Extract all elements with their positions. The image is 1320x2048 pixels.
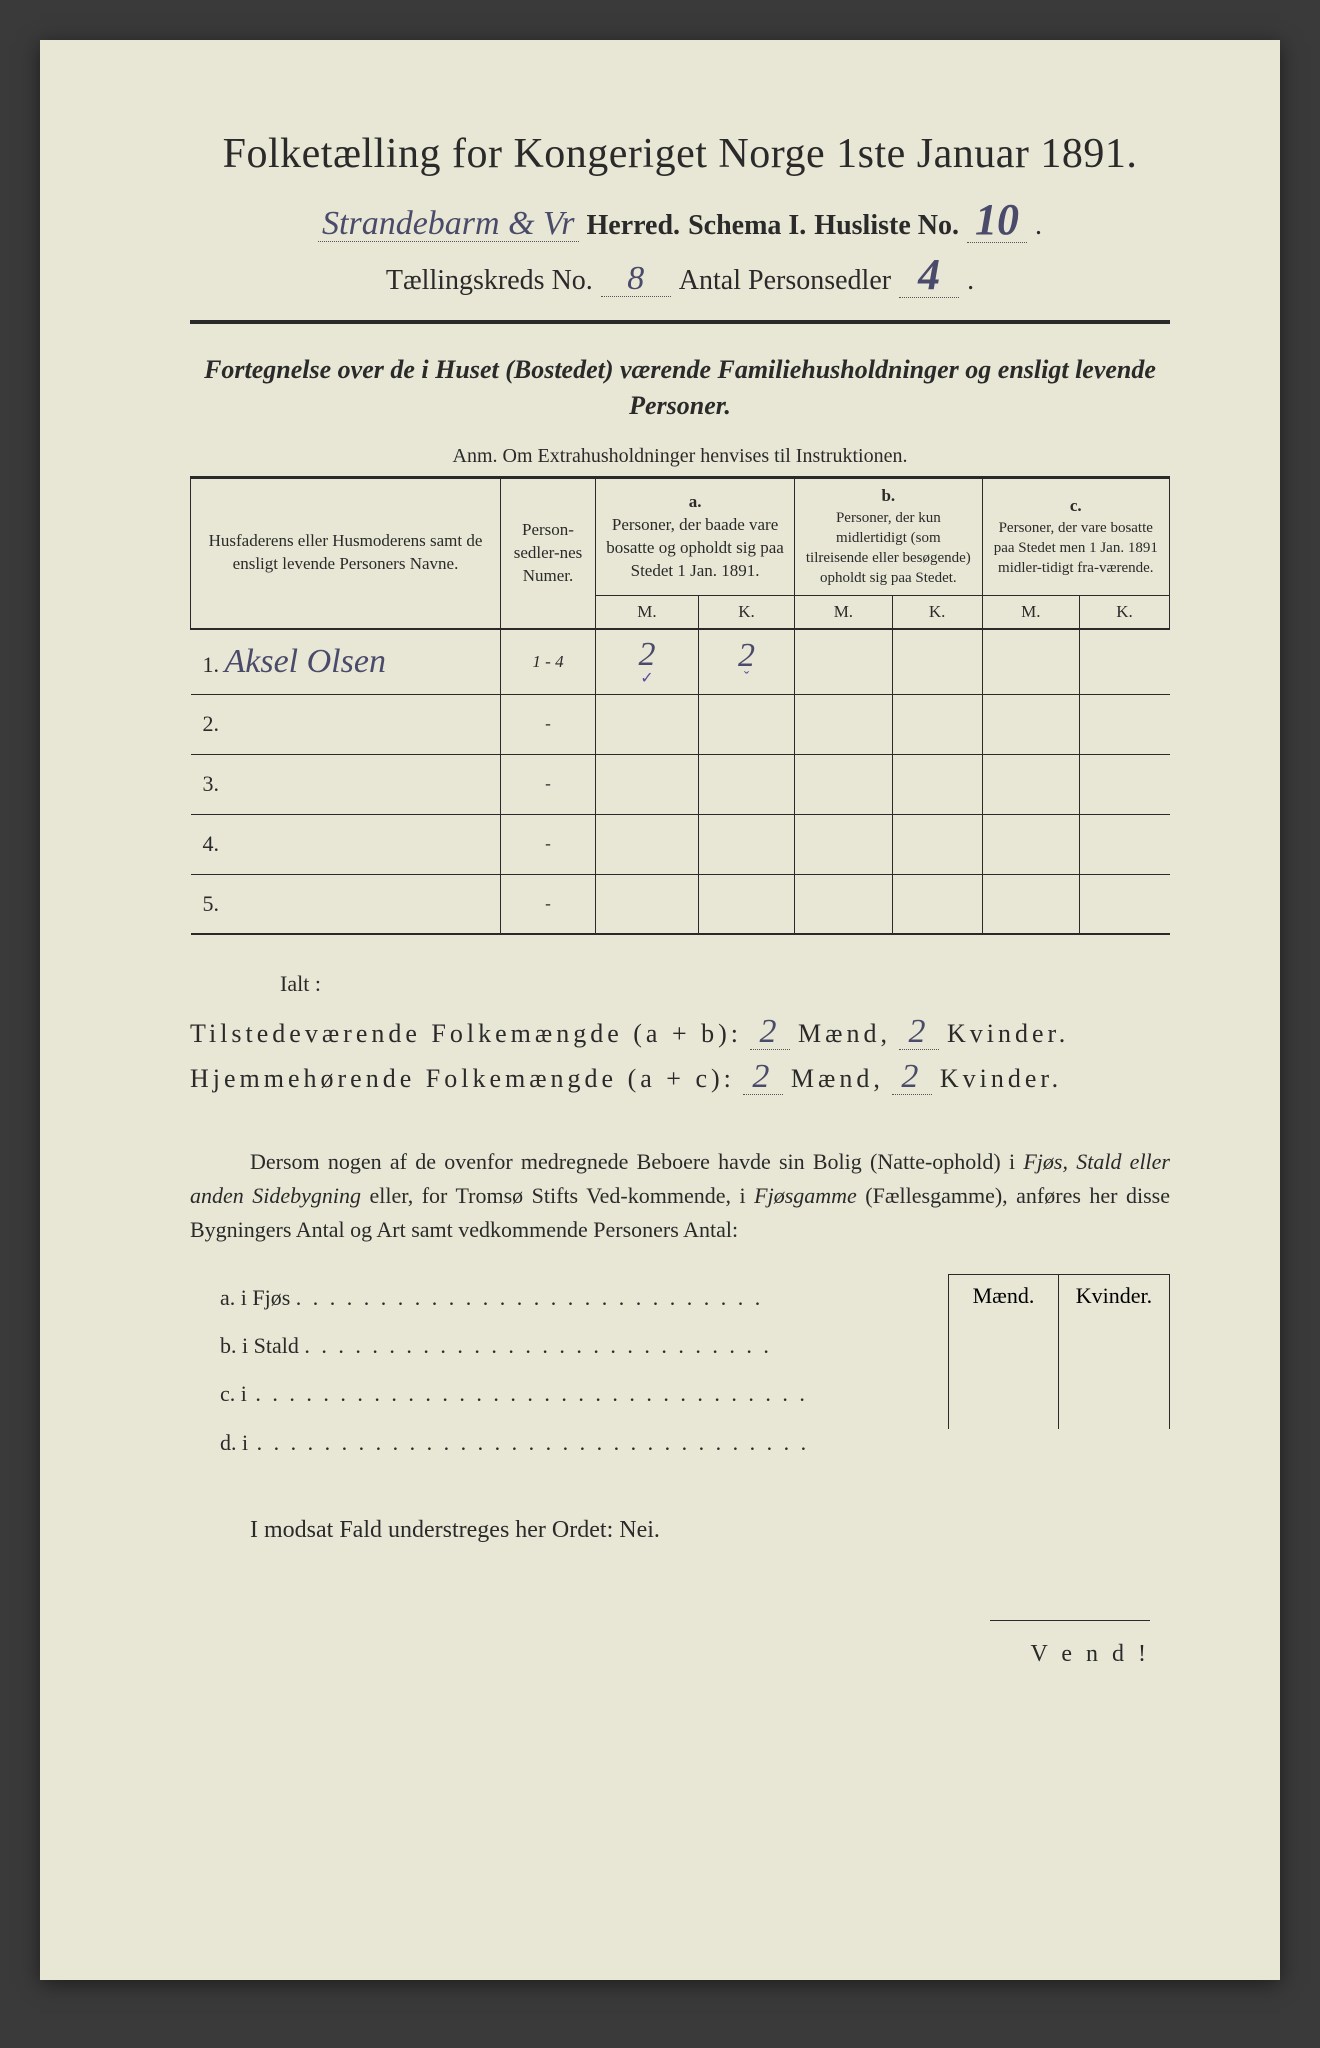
- page-title: Folketælling for Kongeriget Norge 1ste J…: [190, 130, 1170, 178]
- col-a-k: K.: [698, 595, 794, 629]
- ialt-label: Ialt :: [280, 971, 1170, 997]
- col-b-m: M.: [795, 595, 893, 629]
- husliste-label: Husliste No.: [814, 210, 959, 242]
- header-row-2: Tællingskreds No. 8 Antal Personsedler 4…: [190, 253, 1170, 298]
- col-c-m: M.: [982, 595, 1080, 629]
- kreds-no: 8: [601, 262, 671, 297]
- kvinder-col: Kvinder.: [1059, 1275, 1169, 1429]
- anm-note: Anm. Om Extrahusholdninger henvises til …: [190, 445, 1170, 468]
- col-a-m: M.: [596, 595, 699, 629]
- herred-handwritten: Strandebarm & Vr: [318, 207, 578, 242]
- kreds-label: Tællingskreds No.: [386, 265, 593, 297]
- col-b-k: K.: [892, 595, 982, 629]
- table-row: 1. Aksel Olsen 1 - 4 2✓ 2ˇ: [191, 629, 1170, 695]
- household-table: Husfaderens eller Husmoderens samt de en…: [190, 476, 1170, 935]
- subtitle: Fortegnelse over de i Huset (Bostedet) v…: [190, 352, 1170, 425]
- col-b-header: b. Personer, der kun midlertidigt (som t…: [795, 477, 982, 595]
- col-c-header: c. Personer, der vare bosatte paa Stedet…: [982, 477, 1169, 595]
- divider: [190, 320, 1170, 324]
- col-names-header: Husfaderens eller Husmoderens samt de en…: [191, 477, 501, 628]
- col-a-header: a. Personer, der baade vare bosatte og o…: [596, 477, 795, 595]
- mk-count-box: Mænd. Kvinder.: [948, 1274, 1170, 1429]
- table-row: 2. -: [191, 694, 1170, 754]
- header-row-1: Strandebarm & Vr Herred. Schema I. Husli…: [190, 198, 1170, 243]
- table-row: 5. -: [191, 874, 1170, 934]
- summary-resident: Hjemmehørende Folkemængde (a + c): 2 Mæn…: [190, 1060, 1170, 1095]
- schema-label: Schema I.: [688, 210, 806, 242]
- table-row: 3. -: [191, 754, 1170, 814]
- col-numer-header: Person-sedler-nes Numer.: [501, 477, 596, 628]
- nei-line: I modsat Fald understreges her Ordet: Ne…: [250, 1517, 1170, 1544]
- husliste-no: 10: [967, 198, 1027, 243]
- outbuilding-paragraph: Dersom nogen af de ovenfor medregnede Be…: [190, 1145, 1170, 1247]
- personsedler-no: 4: [899, 253, 959, 298]
- census-form-page: Folketælling for Kongeriget Norge 1ste J…: [40, 40, 1280, 1980]
- col-c-k: K.: [1080, 595, 1170, 629]
- herred-label: Herred.: [587, 210, 681, 242]
- table-row: 4. -: [191, 814, 1170, 874]
- maend-col: Mænd.: [949, 1275, 1059, 1429]
- summary-present: Tilstedeværende Folkemængde (a + b): 2 M…: [190, 1015, 1170, 1050]
- personsedler-label: Antal Personsedler: [679, 265, 891, 297]
- vend-label: V e n d !: [190, 1614, 1170, 1668]
